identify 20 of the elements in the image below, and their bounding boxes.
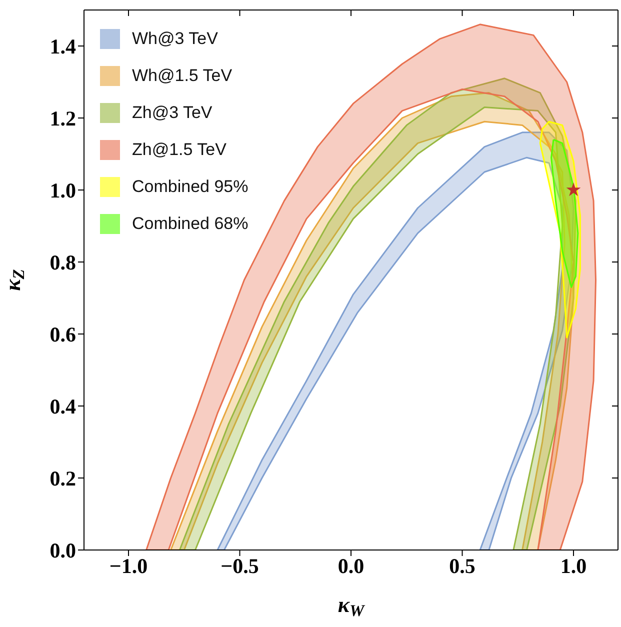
x-axis-title: κ$_{W}$ (338, 592, 366, 620)
x-tick-label: −0.5 (220, 554, 259, 578)
y-tick-label: 0.8 (50, 250, 76, 274)
legend-label: Wh@3 TeV (132, 28, 218, 48)
x-tick-label: 0.0 (338, 554, 364, 578)
legend-label: Combined 68% (132, 214, 248, 234)
y-tick-label: 0.0 (50, 538, 76, 562)
legend-label: Wh@1.5 TeV (132, 66, 232, 86)
y-tick-label: 0.2 (50, 466, 76, 490)
legend-label: Zh@1.5 TeV (132, 140, 226, 160)
y-tick-label: 1.2 (50, 106, 76, 130)
x-tick-label: 0.5 (449, 554, 476, 578)
y-tick-label: 1.4 (50, 34, 76, 58)
y-tick-label: 1.0 (50, 178, 76, 202)
legend-label: Combined 95% (132, 176, 248, 196)
y-tick-label: 0.4 (50, 394, 76, 418)
x-tick-label: −1.0 (109, 554, 148, 578)
y-tick-label: 0.6 (50, 322, 76, 346)
legend-label: Zh@3 TeV (132, 102, 212, 122)
x-tick-label: 1.0 (560, 554, 587, 578)
